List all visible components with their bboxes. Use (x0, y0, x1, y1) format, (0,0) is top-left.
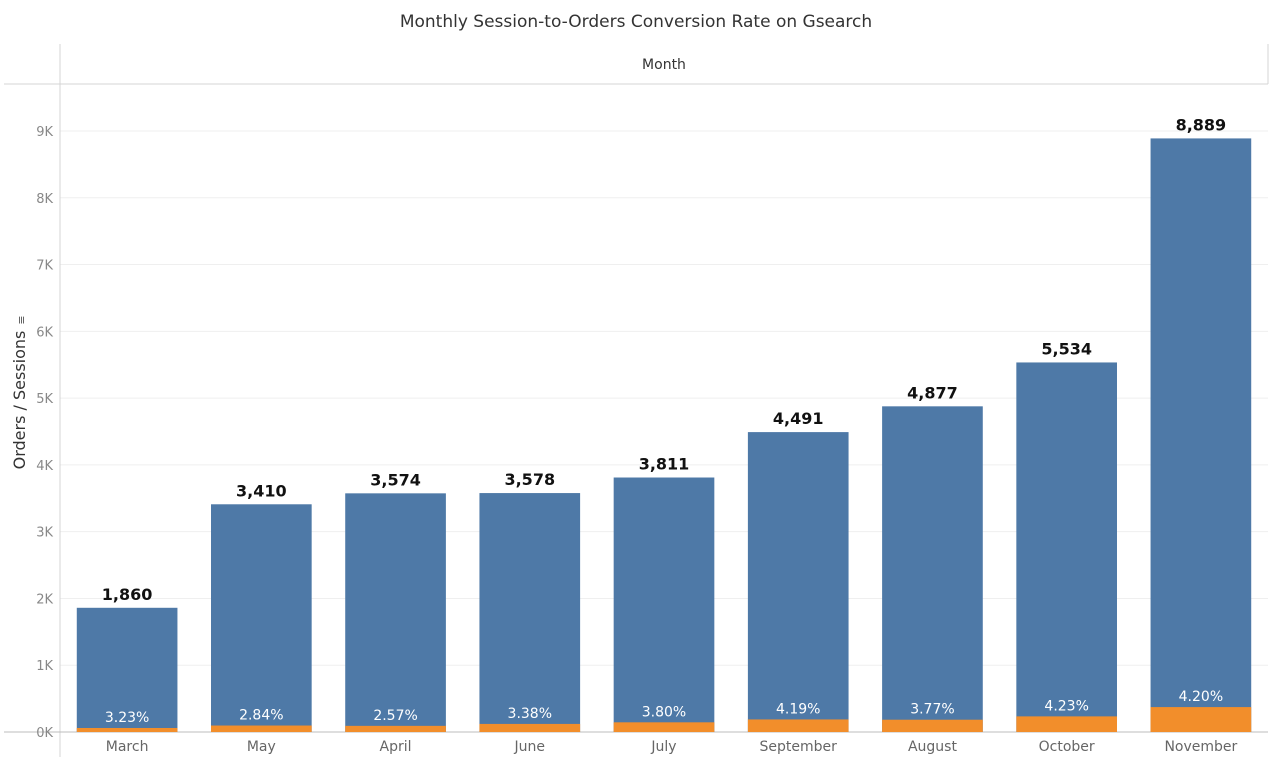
orders-bar (613, 722, 715, 732)
x-tick-label: November (1164, 739, 1237, 755)
sessions-label: 1,860 (102, 585, 153, 604)
y-tick-label: 4K (36, 459, 53, 474)
conversion-rate-label: 3.38% (508, 706, 552, 722)
sessions-label: 5,534 (1041, 339, 1092, 358)
orders-bar (211, 725, 312, 732)
x-tick-label: July (650, 739, 676, 755)
y-tick-label: 9K (36, 125, 53, 140)
y-axis-ticks: 0K 1K 2K 3K 4K 5K 6K 7K 8K 9K (36, 125, 53, 741)
y-tick-label: 3K (36, 526, 53, 541)
sessions-label: 4,491 (773, 409, 824, 428)
sessions-label: 8,889 (1176, 115, 1227, 134)
x-axis-ticks: March May April June July September August Octo… (106, 739, 1238, 755)
orders-bar (76, 727, 178, 732)
y-tick-label: 8K (36, 192, 53, 207)
x-tick-label: April (380, 739, 412, 755)
sessions-bar (479, 493, 581, 732)
conversion-rate-label: 2.57% (373, 708, 417, 724)
x-tick-label: June (514, 739, 546, 755)
sessions-label: 4,877 (907, 383, 958, 402)
y-tick-label: 1K (36, 659, 53, 674)
sessions-bar (747, 432, 849, 732)
orders-bar (479, 723, 581, 732)
orders-bar (747, 719, 849, 732)
sessions-label: 3,811 (639, 455, 690, 474)
sessions-bar (76, 607, 178, 732)
conversion-rate-label: 4.19% (776, 701, 820, 717)
conversion-rate-label: 4.20% (1179, 689, 1223, 705)
y-tick-label: 6K (36, 325, 53, 340)
y-tick-label: 2K (36, 592, 53, 607)
x-tick-label: September (760, 739, 838, 755)
y-tick-label: 0K (36, 726, 53, 741)
x-tick-label: October (1039, 739, 1095, 755)
y-axis-label: Orders / Sessions (10, 331, 29, 470)
x-tick-label: August (908, 739, 958, 755)
sessions-bar (345, 493, 446, 732)
x-tick-label: May (247, 739, 276, 755)
conversion-rate-label: 2.84% (239, 708, 283, 724)
x-tick-label: March (106, 739, 149, 755)
sessions-bar (211, 504, 312, 732)
conversion-rate-label: 3.77% (910, 702, 954, 718)
orders-bar (1016, 716, 1117, 732)
sort-icon[interactable]: ≡ (15, 315, 28, 324)
orders-bar (345, 725, 446, 732)
sessions-label: 3,410 (236, 481, 287, 500)
sessions-bar (1150, 138, 1252, 732)
sessions-label: 3,574 (370, 470, 421, 489)
chart-title: Monthly Session-to-Orders Conversion Rat… (399, 12, 873, 32)
sessions-label: 3,578 (504, 470, 555, 489)
sessions-bar (882, 406, 983, 732)
y-tick-label: 5K (36, 392, 53, 407)
y-tick-label: 7K (36, 259, 53, 274)
orders-bar (882, 719, 983, 732)
conversion-rate-label: 3.80% (642, 704, 686, 720)
column-header: Month (642, 57, 686, 73)
bars (76, 138, 1252, 732)
conversion-rate-label: 3.23% (105, 710, 149, 726)
sessions-bar (1016, 362, 1117, 732)
conversion-rate-label: 4.23% (1044, 698, 1088, 714)
sessions-bar (613, 477, 715, 732)
orders-bar (1150, 707, 1252, 732)
labels: 1,860 3.23% 3,410 2.84% 3,574 2.57% 3,578 3.38%… (102, 115, 1226, 726)
